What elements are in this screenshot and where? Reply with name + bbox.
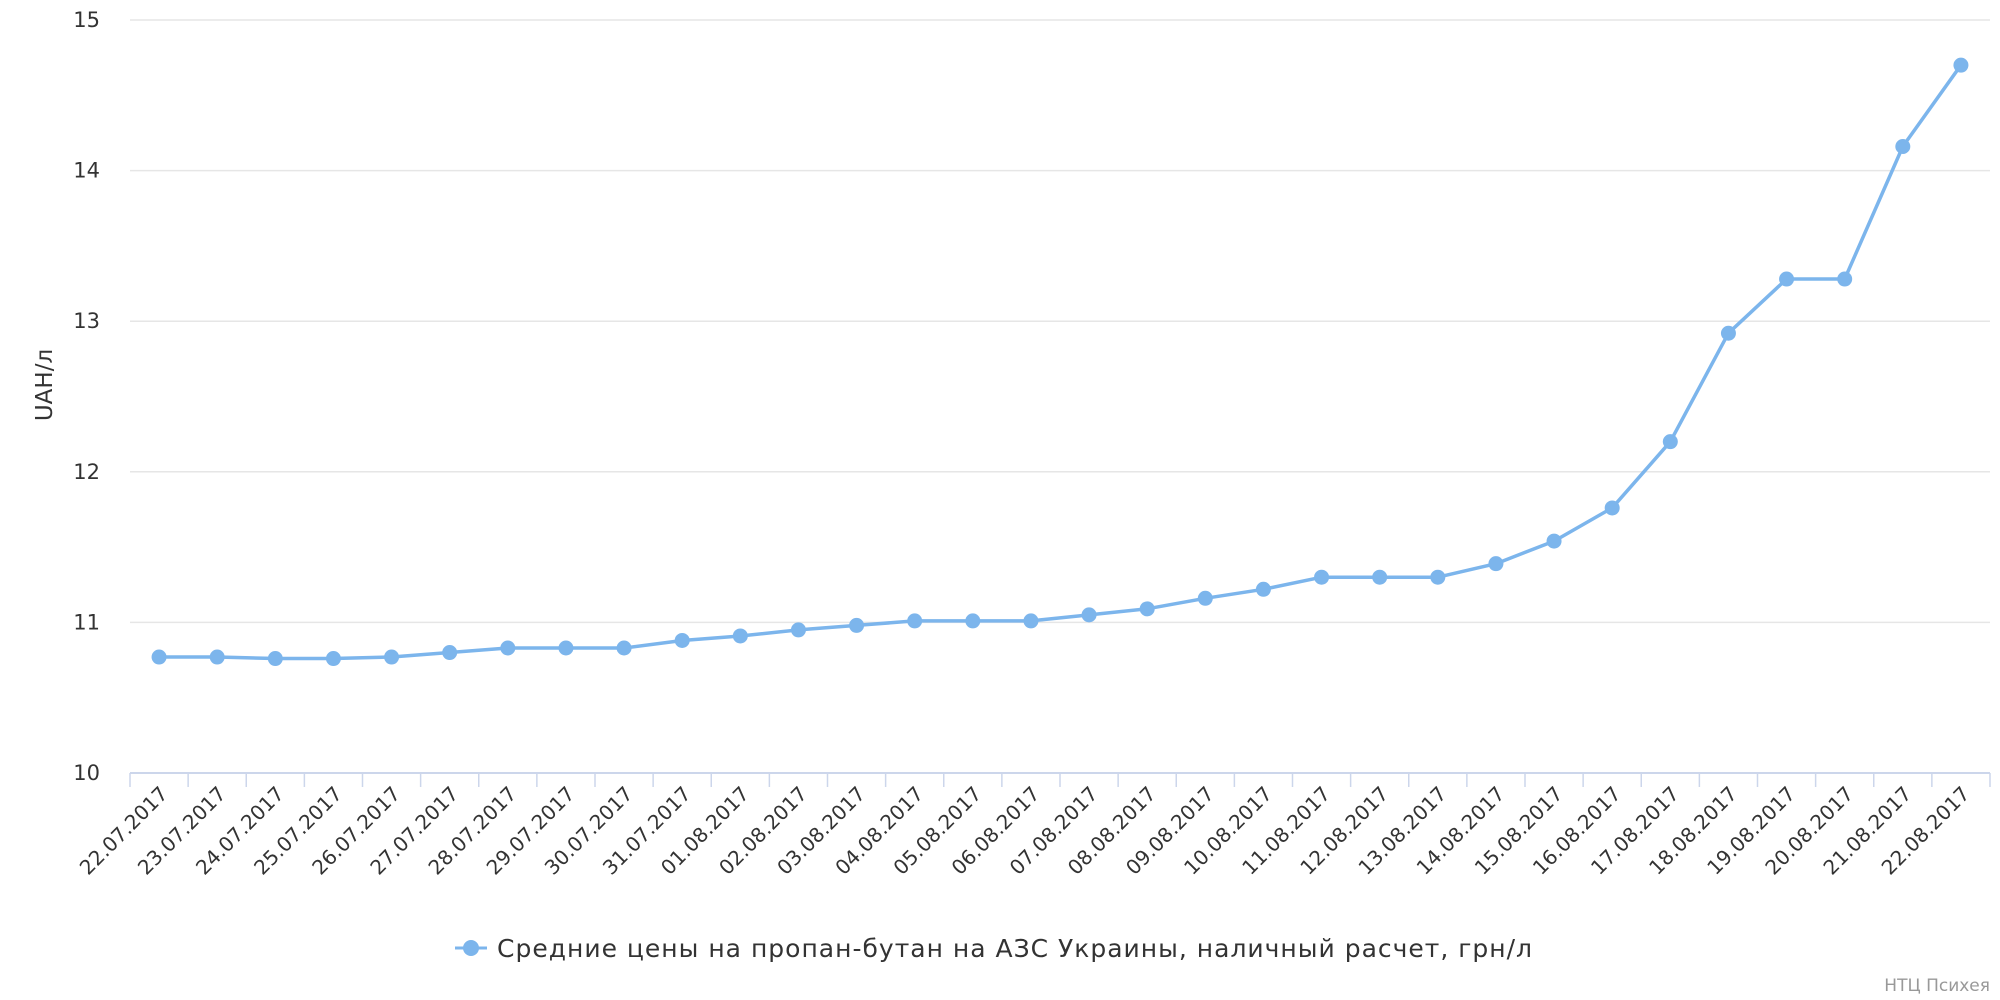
data-point (1197, 590, 1213, 606)
data-point (1255, 581, 1271, 597)
data-point (1081, 607, 1097, 623)
credits-label[interactable]: НТЦ Психея (1884, 976, 1990, 996)
y-tick-label: 15 (73, 8, 100, 32)
y-axis-ticks: 10 11 12 13 14 15 (73, 8, 100, 785)
y-tick-label: 11 (73, 610, 100, 634)
data-point (1895, 139, 1911, 155)
data-point (732, 628, 748, 644)
data-point (267, 651, 283, 667)
legend-label: Средние цены на пропан-бутан на АЗС Укра… (497, 934, 1533, 963)
y-axis-title: UAH/л (32, 349, 58, 421)
data-point (616, 640, 632, 656)
y-tick-label: 10 (73, 761, 100, 785)
data-point (442, 645, 458, 661)
data-point (1488, 556, 1504, 572)
data-point (965, 613, 981, 629)
legend[interactable]: Средние цены на пропан-бутан на АЗС Укра… (455, 934, 1533, 963)
data-point (1953, 57, 1969, 73)
data-point (674, 632, 690, 648)
data-point (209, 649, 225, 665)
data-point (1546, 533, 1562, 549)
data-point (849, 617, 865, 633)
data-point (1662, 434, 1678, 450)
y-tick-label: 13 (73, 309, 100, 333)
data-point (907, 613, 923, 629)
legend-marker (463, 940, 479, 956)
data-point (790, 622, 806, 638)
grid-lines (130, 19, 1990, 624)
series-layer (151, 57, 1969, 667)
data-point (1779, 271, 1795, 287)
data-point (1139, 601, 1155, 617)
data-point (1430, 569, 1446, 585)
data-point (1720, 325, 1736, 341)
data-point (1023, 613, 1039, 629)
y-tick-label: 14 (73, 159, 100, 183)
x-axis: 22.07.201723.07.201724.07.201725.07.2017… (75, 772, 1991, 880)
data-point (151, 649, 167, 665)
data-point (325, 651, 341, 667)
y-tick-label: 12 (73, 460, 100, 484)
data-point (558, 640, 574, 656)
data-point (500, 640, 516, 656)
data-point (1372, 569, 1388, 585)
data-point (384, 649, 400, 665)
data-point (1314, 569, 1330, 585)
data-point (1604, 500, 1620, 516)
data-point (1837, 271, 1853, 287)
series-line (157, 63, 1963, 661)
